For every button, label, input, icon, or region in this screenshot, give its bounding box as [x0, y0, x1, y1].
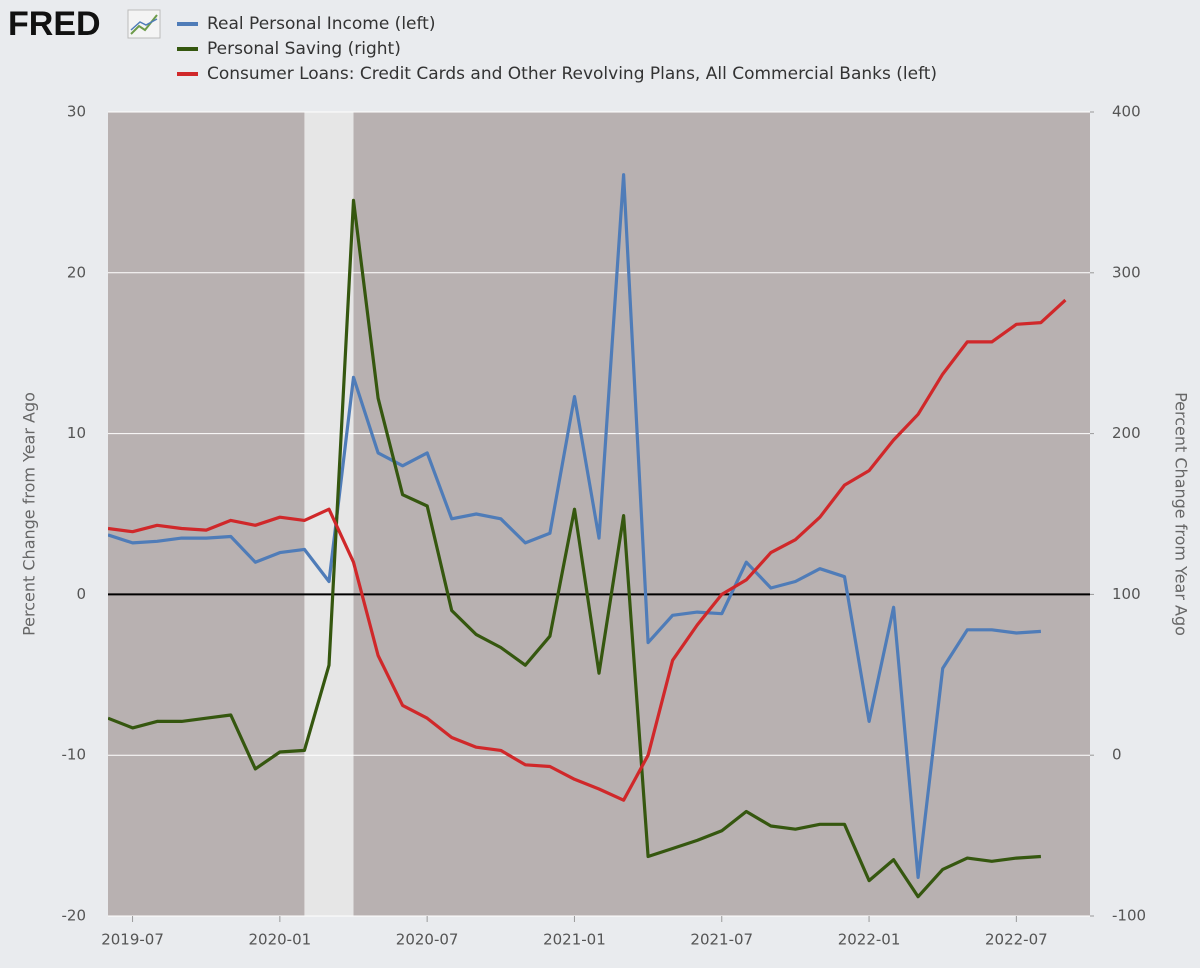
- y2-tick-label: 400: [1112, 103, 1141, 121]
- y-tick-label: -20: [62, 907, 87, 925]
- x-tick-label: 2022-07: [985, 931, 1048, 949]
- y-tick-label: 30: [67, 103, 86, 121]
- logo: FRED: [8, 5, 101, 43]
- series-line: [108, 173, 1042, 879]
- series-line: [108, 298, 1067, 802]
- y2-tick-label: -100: [1112, 907, 1146, 925]
- legend-text: Personal Saving (right): [207, 39, 401, 59]
- x-tick-label: 2022-01: [838, 931, 901, 949]
- y2-tick-label: 300: [1112, 263, 1141, 281]
- y-tick-label: 20: [67, 263, 86, 281]
- recession-shade: [304, 112, 354, 916]
- series-line: [108, 198, 1042, 899]
- x-tick-label: 2021-01: [543, 931, 606, 949]
- y-axis-title: Percent Change from Year Ago: [20, 392, 39, 636]
- x-tick-label: 2020-01: [249, 931, 312, 949]
- y2-axis-title: Percent Change from Year Ago: [1172, 392, 1191, 636]
- y-tick-label: 10: [67, 424, 86, 442]
- legend-text: Consumer Loans: Credit Cards and Other R…: [207, 64, 937, 84]
- logo-icon: [127, 9, 161, 39]
- y2-tick-label: 0: [1112, 746, 1122, 764]
- y-tick-label: 0: [76, 585, 86, 603]
- x-tick-label: 2020-07: [396, 931, 459, 949]
- y-tick-label: -10: [62, 746, 87, 764]
- y2-tick-label: 100: [1112, 585, 1141, 603]
- plot-area: [108, 112, 1090, 916]
- y2-tick-label: 200: [1112, 424, 1141, 442]
- x-tick-label: 2021-07: [690, 931, 753, 949]
- x-tick-label: 2019-07: [101, 931, 164, 949]
- legend-text: Real Personal Income (left): [207, 14, 435, 34]
